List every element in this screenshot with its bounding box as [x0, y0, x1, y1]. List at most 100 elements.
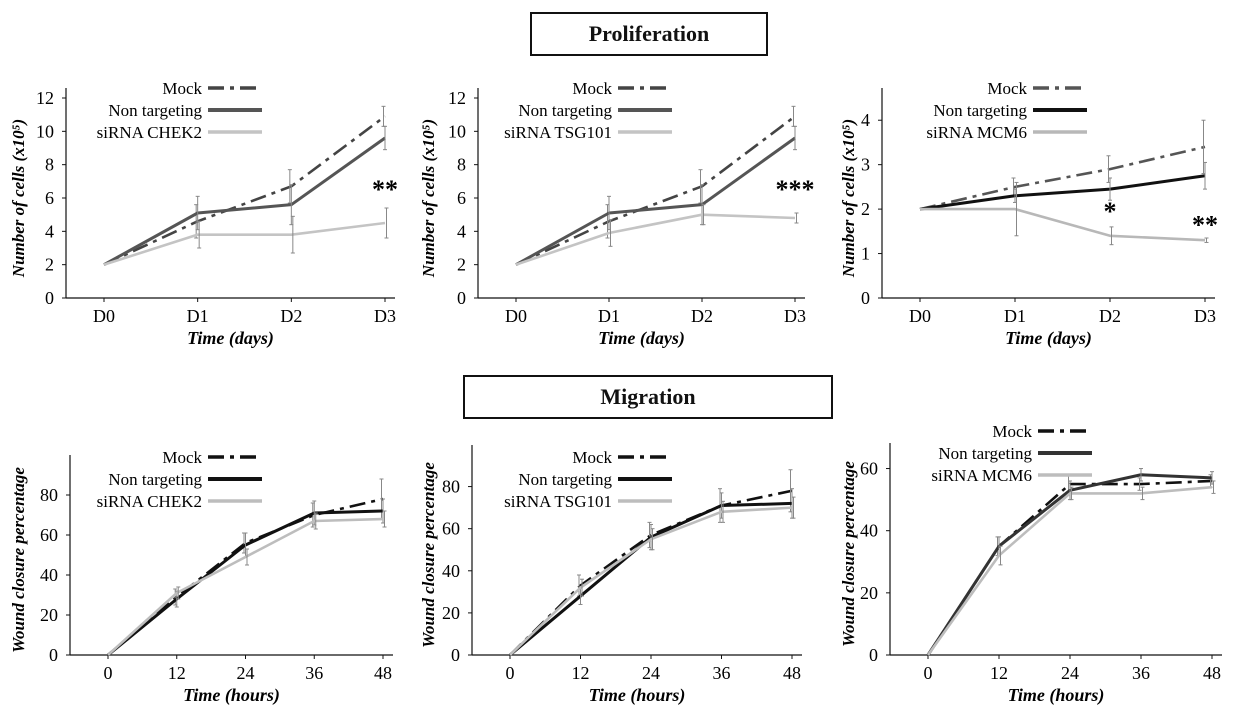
x-tick-label: 0 — [104, 663, 113, 683]
y-tick-label: 2 — [457, 255, 466, 275]
legend-label: Non targeting — [518, 101, 612, 120]
y-tick-label: 20 — [860, 583, 878, 603]
y-tick-label: 8 — [45, 155, 54, 175]
y-tick-label: 0 — [49, 645, 58, 665]
x-tick-label: 12 — [168, 663, 186, 683]
y-tick-label: 8 — [457, 155, 466, 175]
legend-label: Mock — [987, 79, 1027, 98]
x-tick-label: 12 — [990, 663, 1008, 683]
x-tick-label: 48 — [1203, 663, 1221, 683]
chart-migration-chek2: 0 20 40 60 80 0 12 24 36 48 Time (hours) Wound clos… — [9, 448, 393, 705]
y-axis-label: Wound closure percentage — [9, 467, 28, 653]
y-tick-label: 40 — [860, 521, 878, 541]
legend-label: Mock — [572, 448, 612, 467]
y-tick-label: 4 — [45, 221, 54, 241]
legend-label: Mock — [162, 448, 202, 467]
x-tick-label: D3 — [1194, 306, 1216, 326]
series-line-0 — [919, 145, 1206, 211]
x-tick-label: 12 — [572, 663, 590, 683]
x-tick-label: 24 — [237, 663, 255, 683]
series-line-0 — [107, 497, 384, 656]
proliferation-section-title: Proliferation — [530, 12, 768, 56]
y-tick-label: 80 — [442, 477, 460, 497]
x-axis-label: Time (hours) — [589, 685, 686, 705]
x-tick-label: 36 — [713, 663, 731, 683]
y-axis-label: Number of cells (x10⁵) — [9, 119, 28, 278]
legend-label: Non targeting — [933, 101, 1027, 120]
x-axis-label: Time (hours) — [1008, 685, 1105, 705]
x-axis-label: Time (days) — [598, 328, 685, 349]
y-tick-label: 40 — [442, 561, 460, 581]
series-line-2 — [515, 213, 796, 266]
series-line-1 — [515, 136, 796, 266]
x-tick-label: D2 — [280, 306, 302, 326]
y-tick-label: 40 — [40, 565, 58, 585]
migration-section-title: Migration — [463, 375, 833, 419]
x-tick-label: D3 — [784, 306, 806, 326]
x-tick-label: D0 — [909, 306, 931, 326]
legend-label: Non targeting — [108, 470, 202, 489]
series-line-2 — [509, 506, 793, 656]
y-tick-label: 2 — [45, 255, 54, 275]
x-axis-label: Time (hours) — [183, 685, 280, 705]
significance-marker: ** — [372, 175, 398, 204]
x-tick-label: D2 — [691, 306, 713, 326]
y-tick-label: 60 — [860, 459, 878, 479]
x-tick-label: 0 — [506, 663, 515, 683]
y-axis-label: Number of cells (x10⁵) — [839, 119, 858, 278]
y-tick-label: 12 — [448, 88, 466, 108]
y-tick-label: 80 — [40, 485, 58, 505]
y-tick-label: 60 — [40, 525, 58, 545]
y-tick-label: 2 — [861, 199, 870, 219]
series-line-2 — [103, 221, 386, 266]
series-line-2 — [920, 207, 1206, 242]
series-line-0 — [515, 115, 796, 266]
y-tick-label: 10 — [36, 121, 54, 141]
legend-label: Mock — [162, 79, 202, 98]
y-axis-label: Wound closure percentage — [839, 461, 858, 647]
series-line-0 — [103, 115, 386, 266]
legend-label: Mock — [572, 79, 612, 98]
chart-proliferation-tsg101: 0 2 4 6 8 10 12 D0 D1 D2 D3 Time (days) Number of ce… — [419, 79, 815, 349]
y-tick-label: 10 — [448, 121, 466, 141]
y-tick-label: 20 — [40, 605, 58, 625]
x-tick-label: 48 — [374, 663, 392, 683]
x-axis-label: Time (days) — [187, 328, 274, 349]
y-tick-label: 20 — [442, 603, 460, 623]
legend-label: siRNA TSG101 — [504, 492, 612, 511]
y-tick-label: 60 — [442, 519, 460, 539]
x-tick-label: 48 — [783, 663, 801, 683]
x-axis-label: Time (days) — [1005, 328, 1092, 349]
x-tick-label: D0 — [93, 306, 115, 326]
legend-label: Non targeting — [518, 470, 612, 489]
series-line-0 — [926, 479, 1213, 656]
chart-proliferation-mcm6: 0 1 2 3 4 D0 D1 D2 D3 Time (days) Number of cells … — [839, 79, 1218, 349]
y-tick-label: 1 — [861, 244, 870, 264]
y-tick-label: 0 — [861, 288, 870, 308]
series-line-0 — [509, 489, 793, 656]
series-line-2 — [926, 485, 1213, 656]
legend-label: Mock — [992, 422, 1032, 441]
y-tick-label: 3 — [861, 155, 870, 175]
x-tick-label: D0 — [505, 306, 527, 326]
series-line-1 — [919, 174, 1206, 211]
y-tick-label: 4 — [457, 221, 466, 241]
series-line-1 — [103, 136, 386, 266]
x-tick-label: D1 — [187, 306, 209, 326]
chart-migration-tsg101: 0 20 40 60 80 0 12 24 36 48 Time (hours) Wound clos… — [419, 445, 802, 705]
x-tick-label: 36 — [305, 663, 323, 683]
significance-marker: *** — [776, 175, 815, 204]
chart-migration-mcm6: 0 20 40 60 0 12 24 36 48 Time (hours) Wound closur… — [839, 422, 1222, 705]
y-tick-label: 0 — [457, 288, 466, 308]
legend-label: siRNA CHEK2 — [97, 123, 202, 142]
legend-label: siRNA TSG101 — [504, 123, 612, 142]
x-tick-label: 36 — [1132, 663, 1150, 683]
x-tick-label: D1 — [1004, 306, 1026, 326]
y-axis-label: Wound closure percentage — [419, 462, 438, 648]
y-tick-label: 0 — [451, 645, 460, 665]
x-tick-label: D3 — [374, 306, 396, 326]
x-tick-label: D1 — [598, 306, 620, 326]
x-tick-label: 24 — [642, 663, 660, 683]
significance-marker: ** — [1192, 211, 1218, 240]
series-line-2 — [107, 517, 384, 656]
